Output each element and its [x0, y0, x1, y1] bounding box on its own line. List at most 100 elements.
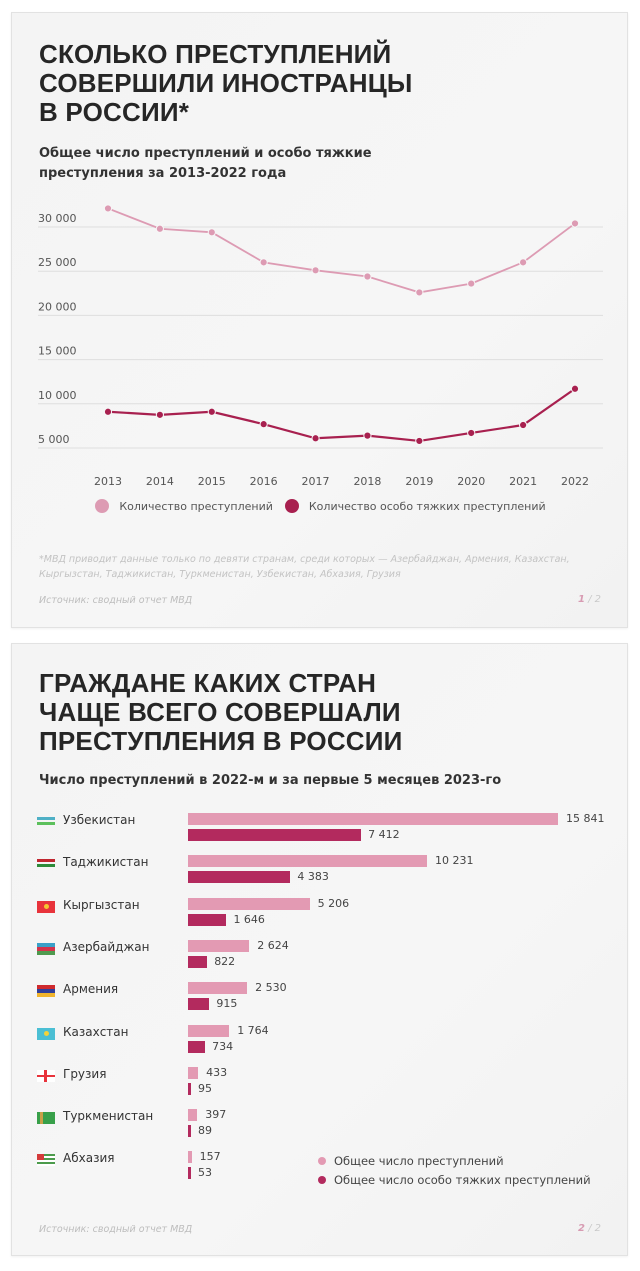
chart-1-legend: Количество преступлений Количество особо…: [12, 499, 629, 513]
footnote: *МВД приводит данные только по девяти ст…: [39, 554, 570, 580]
bar-total: [188, 1066, 199, 1079]
legend-item-total: Количество преступлений: [95, 499, 273, 513]
source-note: Источник: сводный отчет МВД: [39, 1224, 193, 1235]
country-name: Таджикистан: [63, 855, 149, 870]
georgia-flag-icon: [37, 1069, 55, 1082]
bar-total-value: 2 530: [255, 981, 287, 995]
kazakhstan-flag-icon: [37, 1027, 55, 1040]
bar-row-armenia: Армения 2 530 915: [12, 981, 629, 1023]
y-tick-label: 15 000: [38, 345, 77, 358]
x-tick-label: 2022: [561, 475, 589, 488]
bar-row-kyrgyzstan: Кыргызстан 5 206 1 646: [12, 897, 629, 939]
y-tick-label: 10 000: [38, 389, 77, 402]
x-tick-label: 2014: [146, 475, 174, 488]
legend-item-severe: Общее число особо тяжких преступлений: [318, 1170, 591, 1189]
data-point: [311, 434, 320, 443]
slide-2-title: ГРАЖДАНЕ КАКИХ СТРАН ЧАЩЕ ВСЕГО СОВЕРШАЛ…: [39, 668, 403, 756]
bar-severe: [188, 998, 210, 1011]
x-tick-label: 2016: [250, 475, 278, 488]
data-point: [570, 219, 580, 228]
line-chart: 5 000 10 000 15 000 20 000 25 000 30 000 2013 2…: [38, 204, 603, 488]
legend-item-severe: Количество особо тяжких преступлений: [284, 499, 546, 513]
bar-total-value: 10 231: [434, 854, 474, 868]
bar-total: [188, 1024, 230, 1037]
data-point: [415, 436, 424, 446]
country-name: Казахстан: [63, 1024, 129, 1039]
legend-dot-severe-icon: [284, 499, 299, 513]
bar-row-azerbaijan: Азербайджан 2 624 822: [12, 939, 629, 981]
x-tick-label: 2019: [405, 475, 433, 488]
bar-row-turkmenistan: Туркменистан 397 89: [12, 1108, 629, 1150]
abkhazia-flag-icon: [37, 1154, 55, 1167]
bar-severe-value: 95: [198, 1081, 212, 1095]
bar-severe-value: 4 383: [297, 870, 329, 884]
data-point: [155, 224, 164, 233]
page-indicator: 2 / 2: [578, 1223, 601, 1234]
data-point: [570, 384, 580, 393]
bar-total: [188, 1109, 198, 1122]
y-tick-label: 30 000: [38, 212, 77, 225]
chart-2-legend: Общее число преступлений Общее число осо…: [318, 1151, 591, 1189]
bar-total-value: 15 841: [566, 812, 605, 825]
page-indicator: 1 / 2: [578, 594, 601, 605]
country-name: Туркменистан: [63, 1109, 154, 1124]
legend-label-total: Общее число преступлений: [334, 1153, 504, 1168]
data-point: [519, 420, 528, 430]
legend-dot-total-icon: [318, 1156, 326, 1165]
country-name: Армения: [63, 982, 119, 997]
country-name: Азербайджан: [63, 939, 150, 954]
data-point: [155, 410, 164, 419]
bar-severe: [188, 1125, 191, 1138]
bar-total-value: 1 764: [237, 1023, 269, 1037]
data-point: [207, 228, 216, 237]
legend-label-severe: Количество особо тяжких преступлений: [308, 499, 546, 513]
data-point: [103, 407, 113, 416]
x-tick-label: 2013: [94, 475, 122, 488]
slide-card-2: ГРАЖДАНЕ КАКИХ СТРАН ЧАЩЕ ВСЕГО СОВЕРШАЛ…: [11, 643, 628, 1256]
page-current: 2: [577, 1223, 585, 1234]
kyrgyzstan-flag-icon: [37, 900, 55, 913]
y-tick-label: 25 000: [38, 256, 77, 269]
data-point: [259, 420, 268, 429]
bar-severe: [188, 871, 291, 884]
data-point: [259, 258, 268, 267]
legend-dot-severe-icon: [318, 1175, 326, 1184]
bar-total: [188, 855, 427, 868]
slide-1-title: СКОЛЬКО ПРЕСТУПЛЕНИЙ СОВЕРШИЛИ ИНОСТРАНЦ…: [39, 39, 413, 127]
bar-severe-value: 53: [198, 1166, 212, 1180]
y-tick-label: 5 000: [38, 433, 70, 446]
chart-2-subtitle: Число преступлений в 2022-м и за первые …: [39, 773, 502, 788]
x-tick-label: 2018: [353, 475, 381, 488]
data-point: [467, 428, 476, 438]
source-note: Источник: сводный отчет МВД: [39, 595, 193, 606]
data-point: [363, 272, 372, 281]
data-point: [311, 266, 320, 275]
x-tick-label: 2017: [302, 475, 330, 488]
bar-severe-value: 822: [214, 954, 236, 968]
chart-1-subtitle: Общее число преступлений и особо тяжкие …: [39, 146, 372, 181]
page-total: / 2: [584, 594, 601, 605]
data-point: [103, 204, 113, 213]
slide-card-1: СКОЛЬКО ПРЕСТУПЛЕНИЙ СОВЕРШИЛИ ИНОСТРАНЦ…: [11, 12, 628, 628]
bar-row-georgia: Грузия 433 95: [12, 1066, 629, 1108]
bar-severe-value: 1 646: [233, 912, 265, 926]
uzbekistan-flag-icon: [37, 816, 55, 828]
country-name: Узбекистан: [63, 813, 136, 827]
legend-dot-total-icon: [95, 499, 110, 513]
bar-severe: [188, 1040, 206, 1053]
bar-severe: [188, 1082, 191, 1095]
legend-label-severe: Общее число особо тяжких преступлений: [334, 1172, 591, 1187]
country-name: Кыргызстан: [63, 897, 140, 912]
bar-severe-value: 734: [212, 1039, 234, 1053]
country-name: Абхазия: [63, 1151, 115, 1166]
data-point: [207, 407, 216, 416]
data-point: [467, 279, 476, 288]
armenia-flag-icon: [37, 985, 55, 998]
bar-total: [188, 939, 250, 952]
data-point: [519, 258, 528, 267]
legend-item-total: Общее число преступлений: [318, 1151, 591, 1170]
country-name: Грузия: [63, 1066, 107, 1081]
x-tick-label: 2021: [509, 475, 537, 488]
bar-row-tajikistan: Таджикистан 10 231 4 383: [12, 854, 629, 896]
azerbaijan-flag-icon: [37, 942, 55, 955]
